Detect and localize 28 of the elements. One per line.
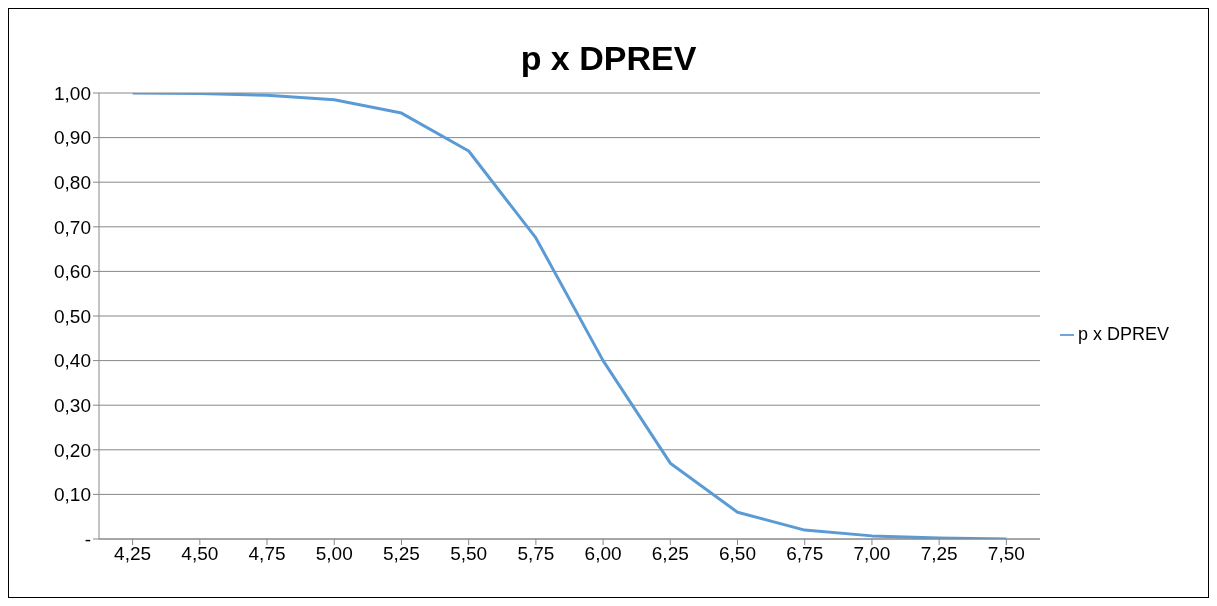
x-tick-label: 5,25	[382, 543, 420, 565]
y-tick-label: 0,30	[54, 394, 91, 416]
x-tick-label: 6,75	[786, 543, 824, 565]
x-tick-label: 4,50	[181, 543, 219, 565]
line-series	[131, 93, 1008, 539]
x-tick-label: 7,25	[920, 543, 958, 565]
x-tick-label: 6,25	[651, 543, 689, 565]
chart-title: p x DPREV	[519, 39, 698, 79]
y-tick-label: 0,80	[54, 171, 91, 193]
x-tick-label: 4,75	[248, 543, 286, 565]
y-tick-label: 0,40	[54, 350, 91, 372]
legend-label: p x DPREV	[1077, 323, 1169, 344]
y-tick-label: 0,50	[54, 305, 91, 327]
x-tick-label: 7,50	[987, 543, 1025, 565]
x-tick-label: 6,00	[584, 543, 622, 565]
y-tick-label: 0,10	[54, 484, 91, 506]
x-tick-label: 6,50	[719, 543, 757, 565]
x-tick-label: 4,25	[114, 543, 152, 565]
y-tick-label: 1,00	[54, 82, 91, 104]
y-tick-label: 0,70	[54, 216, 91, 238]
x-tick-label: 5,75	[517, 543, 555, 565]
x-tick-label: 7,00	[853, 543, 891, 565]
y-tick-label: 0,20	[54, 439, 91, 461]
y-tick-label: -	[84, 528, 91, 550]
y-tick-label: 0,90	[54, 127, 91, 149]
x-tick-label: 5,50	[450, 543, 488, 565]
x-tick-label: 5,00	[315, 543, 353, 565]
y-tick-label: 0,60	[54, 261, 91, 283]
